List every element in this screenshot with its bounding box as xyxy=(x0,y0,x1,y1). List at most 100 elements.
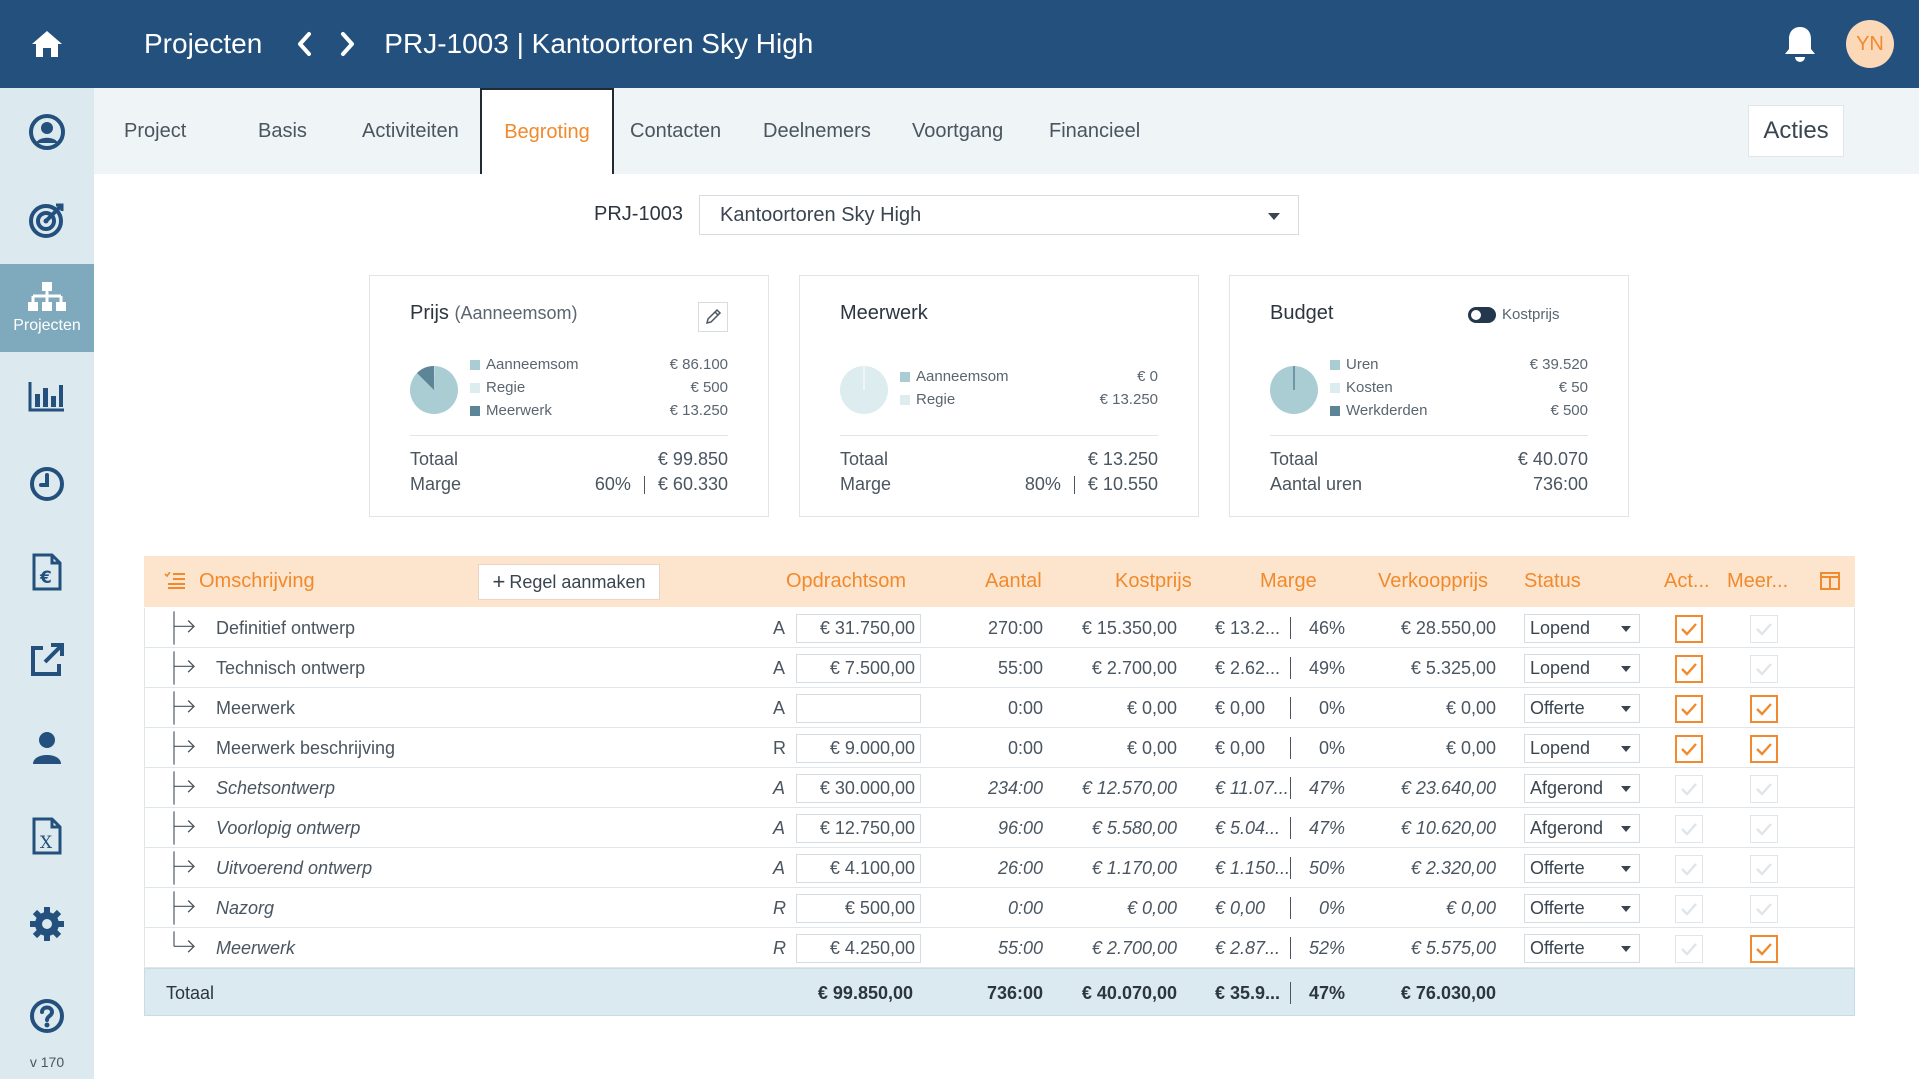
status-select[interactable]: Afgerond xyxy=(1524,814,1640,843)
bell-icon[interactable] xyxy=(1782,24,1818,64)
status-select[interactable]: Lopend xyxy=(1524,654,1640,683)
sidebar-item-profile[interactable] xyxy=(0,88,94,176)
breadcrumb-root[interactable]: Projecten xyxy=(144,28,263,59)
row-description[interactable]: Meerwerk beschrijving xyxy=(216,738,396,758)
act-checkbox[interactable] xyxy=(1675,935,1703,963)
column-aantal[interactable]: Aantal xyxy=(985,570,1042,592)
act-checkbox[interactable] xyxy=(1675,695,1703,723)
act-checkbox[interactable] xyxy=(1675,735,1703,763)
columns-icon[interactable] xyxy=(1820,572,1840,590)
sidebar-item-projecten[interactable]: Projecten xyxy=(0,264,94,352)
project-select[interactable]: Kantoortoren Sky High xyxy=(699,195,1299,235)
opdrachtsom-input[interactable]: € 12.750,00 xyxy=(796,814,921,843)
meerwerk-checkbox[interactable] xyxy=(1750,615,1778,643)
status-select[interactable]: Offerte xyxy=(1524,934,1640,963)
table-row[interactable]: Schetsontwerp A € 30.000,00 234:00 € 12.570,… xyxy=(144,768,1855,808)
table-row[interactable]: Nazorg R € 500,00 0:00 € 0,00 € 0,00 0% € 0,00 O… xyxy=(144,888,1855,928)
acties-button[interactable]: Acties xyxy=(1748,105,1844,157)
tab-basis[interactable]: Basis xyxy=(258,119,307,142)
act-checkbox[interactable] xyxy=(1675,895,1703,923)
column-meer[interactable]: Meer... xyxy=(1727,570,1789,592)
row-description[interactable]: Meerwerk xyxy=(216,698,296,718)
tab-deelnemers[interactable]: Deelnemers xyxy=(763,119,871,142)
sidebar-item-invoices[interactable]: € xyxy=(0,528,94,616)
page-title: PRJ-1003 | Kantoortoren Sky High xyxy=(384,28,814,59)
opdrachtsom-input[interactable] xyxy=(796,694,921,723)
table-row[interactable]: Uitvoerend ontwerp A € 4.100,00 26:00 € 1.17… xyxy=(144,848,1855,888)
row-description[interactable]: Voorlopig ontwerp xyxy=(216,818,361,838)
row-description[interactable]: Meerwerk xyxy=(216,938,296,958)
tab-activiteiten[interactable]: Activiteiten xyxy=(362,119,459,142)
column-marge[interactable]: Marge xyxy=(1260,570,1317,592)
sidebar-item-goals[interactable] xyxy=(0,176,94,264)
opdrachtsom-input[interactable]: € 500,00 xyxy=(796,894,921,923)
meerwerk-checkbox[interactable] xyxy=(1750,655,1778,683)
meerwerk-checkbox[interactable] xyxy=(1750,775,1778,803)
tab-project[interactable]: Project xyxy=(124,119,187,142)
row-verkoopprijs: € 5.575,00 xyxy=(1410,938,1496,958)
sidebar-item-contacts[interactable] xyxy=(0,704,94,792)
meerwerk-checkbox[interactable] xyxy=(1750,855,1778,883)
row-description[interactable]: Technisch ontwerp xyxy=(216,658,366,678)
status-select[interactable]: Offerte xyxy=(1524,694,1640,723)
meerwerk-checkbox[interactable] xyxy=(1750,895,1778,923)
tab-voortgang[interactable]: Voortgang xyxy=(912,119,1004,142)
sidebar-item-settings[interactable] xyxy=(0,880,94,968)
list-icon[interactable] xyxy=(164,572,186,590)
edit-button[interactable] xyxy=(698,302,728,332)
add-row-button[interactable]: + Regel aanmaken xyxy=(478,564,660,600)
column-status[interactable]: Status xyxy=(1524,570,1581,592)
status-select[interactable]: Lopend xyxy=(1524,614,1640,643)
act-checkbox[interactable] xyxy=(1675,655,1703,683)
column-verkoopprijs[interactable]: Verkoopprijs xyxy=(1378,570,1489,592)
tab-financieel[interactable]: Financieel xyxy=(1049,119,1141,142)
act-checkbox[interactable] xyxy=(1675,855,1703,883)
table-row[interactable]: Voorlopig ontwerp A € 12.750,00 96:00 € 5.58… xyxy=(144,808,1855,848)
sidebar-item-reports[interactable] xyxy=(0,352,94,440)
meerwerk-checkbox[interactable] xyxy=(1750,735,1778,763)
toggle-switch[interactable] xyxy=(1468,306,1496,323)
kostprijs-toggle[interactable]: Kostprijs xyxy=(1468,306,1560,323)
table-row[interactable]: Definitief ontwerp A € 31.750,00 270:00 € 15… xyxy=(144,608,1855,648)
opdrachtsom-input[interactable]: € 4.100,00 xyxy=(796,854,921,883)
sidebar-item-time[interactable] xyxy=(0,440,94,528)
column-act[interactable]: Act... xyxy=(1664,570,1710,592)
column-kostprijs[interactable]: Kostprijs xyxy=(1115,570,1192,592)
row-description[interactable]: Definitief ontwerp xyxy=(216,618,356,638)
table-row[interactable]: Technisch ontwerp A € 7.500,00 55:00 € 2.700… xyxy=(144,648,1855,688)
meerwerk-checkbox[interactable] xyxy=(1750,935,1778,963)
tab-contacten[interactable]: Contacten xyxy=(630,119,722,142)
status-select[interactable]: Lopend xyxy=(1524,734,1640,763)
row-description[interactable]: Uitvoerend ontwerp xyxy=(216,858,373,878)
sidebar-item-help[interactable] xyxy=(0,972,94,1060)
table-row[interactable]: Meerwerk R € 4.250,00 55:00 € 2.700,00 € 2.87… xyxy=(144,928,1855,968)
excel-file-icon: X xyxy=(32,817,62,855)
opdrachtsom-input[interactable]: € 7.500,00 xyxy=(796,654,921,683)
opdrachtsom-input[interactable]: € 9.000,00 xyxy=(796,734,921,763)
home-button[interactable] xyxy=(0,0,94,88)
status-select[interactable]: Offerte xyxy=(1524,854,1640,883)
opdrachtsom-input[interactable]: € 30.000,00 xyxy=(796,774,921,803)
meerwerk-checkbox[interactable] xyxy=(1750,695,1778,723)
meerwerk-checkbox[interactable] xyxy=(1750,815,1778,843)
row-description[interactable]: Nazorg xyxy=(216,898,275,918)
act-checkbox[interactable] xyxy=(1675,775,1703,803)
table-row[interactable]: Meerwerk beschrijving R € 9.000,00 0:00 € 0,… xyxy=(144,728,1855,768)
opdrachtsom-input[interactable]: € 31.750,00 xyxy=(796,614,921,643)
status-select[interactable]: Afgerond xyxy=(1524,774,1640,803)
column-opdrachtsom[interactable]: Opdrachtsom xyxy=(786,570,907,592)
tab-begroting[interactable]: Begroting xyxy=(480,88,614,174)
table-row[interactable]: Meerwerk A 0:00 € 0,00 € 0,00 0% € 0,00 Offerte xyxy=(144,688,1855,728)
status-select[interactable]: Offerte xyxy=(1524,894,1640,923)
row-description[interactable]: Schetsontwerp xyxy=(216,778,336,798)
sidebar-item-export[interactable]: X xyxy=(0,792,94,880)
act-checkbox[interactable] xyxy=(1675,815,1703,843)
opdrachtsom-input[interactable]: € 4.250,00 xyxy=(796,934,921,963)
chevron-left-icon[interactable] xyxy=(292,29,316,59)
chevron-right-icon[interactable] xyxy=(336,29,360,59)
column-omschrijving[interactable]: Omschrijving xyxy=(199,570,315,592)
act-checkbox[interactable] xyxy=(1675,615,1703,643)
sidebar-item-external[interactable] xyxy=(0,616,94,704)
avatar[interactable]: YN xyxy=(1846,20,1894,68)
row-kostprijs: € 2.700,00 xyxy=(1091,658,1177,678)
